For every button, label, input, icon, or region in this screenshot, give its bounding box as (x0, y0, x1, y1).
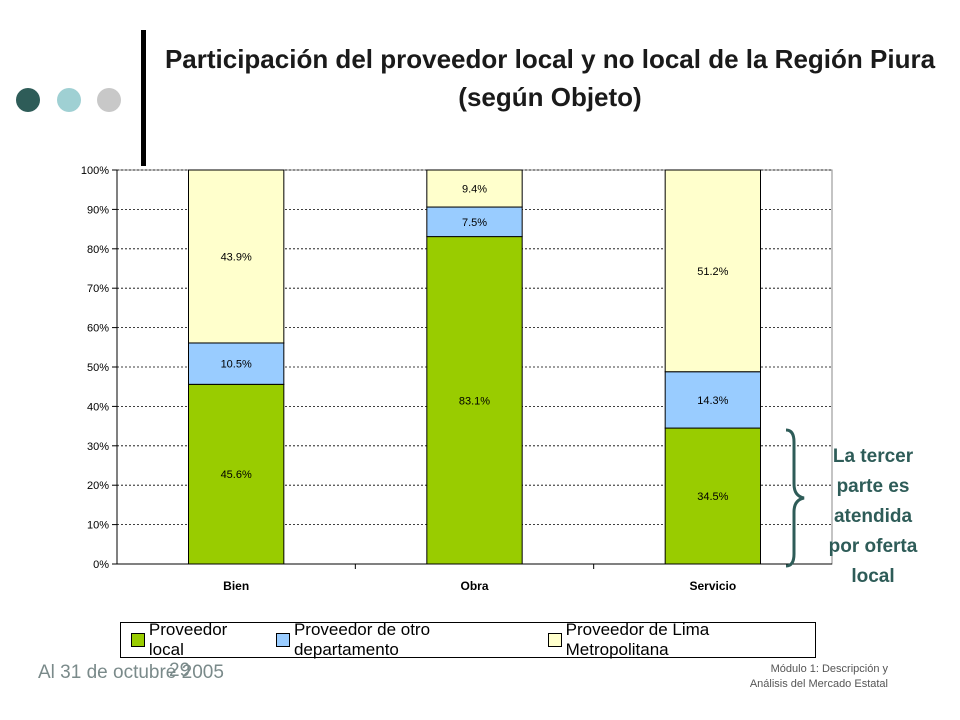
bar-segment (188, 169, 285, 344)
x-tick-label: Servicio (689, 579, 736, 593)
data-label: 34.5% (697, 491, 728, 503)
legend-swatch-local (131, 633, 145, 647)
y-tick-label: 80% (87, 244, 109, 256)
bar-segment (426, 169, 523, 208)
footer-module-line2: Análisis del Mercado Estatal (749, 678, 888, 690)
title-divider-bar (141, 30, 146, 166)
page-number: 29 (169, 660, 191, 681)
y-tick-label: 40% (87, 401, 109, 413)
x-tick-label: Bien (223, 579, 249, 593)
bar-segment (426, 236, 523, 565)
decor-dot-dark (16, 88, 40, 112)
y-tick-label: 0% (93, 559, 109, 571)
data-label: 7.5% (462, 217, 487, 229)
footer-date: Al 31 de octubre 2005 (38, 662, 224, 683)
legend-item-other-dept: Proveedor de otro departamento (276, 620, 538, 660)
y-tick-label: 90% (87, 204, 109, 216)
stacked-bar-chart: 0% 10% 20% 30% 40% 50% 60% 70% 80% 90% 100% 45.6% 10… (81, 165, 833, 593)
y-tick-label: 50% (87, 362, 109, 374)
y-tick-label: 30% (87, 441, 109, 453)
data-label: 14.3% (697, 395, 728, 407)
slide-title: Participación del proveedor local y no l… (164, 44, 936, 112)
data-label: 10.5% (221, 359, 252, 371)
data-label: 45.6% (221, 469, 252, 481)
annotation-text: La tercer parte es atendida por oferta l… (828, 446, 918, 587)
decor-dot-gray (97, 88, 121, 112)
legend-item-lima: Proveedor de Lima Metropolitana (547, 620, 815, 660)
data-label: 83.1% (459, 395, 490, 407)
legend-swatch-other-dept (276, 633, 290, 647)
legend-label-local: Proveedor local (148, 620, 228, 659)
legend-label-lima: Proveedor de Lima Metropolitana (565, 620, 710, 659)
y-tick-label: 10% (87, 520, 109, 532)
chart-legend: Proveedor local Proveedor de otro depart… (120, 620, 816, 660)
brace-icon (785, 428, 805, 568)
data-label: 9.4% (462, 184, 487, 196)
y-tick-label: 20% (87, 480, 109, 492)
bar-segment (188, 342, 285, 385)
y-tick-label: 70% (87, 283, 109, 295)
data-label: 43.9% (221, 251, 252, 263)
bar-segment (664, 169, 762, 373)
decor-dot-light (57, 88, 81, 112)
x-tick-label: Obra (460, 579, 488, 593)
bar-segment (188, 383, 285, 565)
data-label: 51.2% (697, 266, 728, 278)
y-tick-label: 60% (87, 323, 109, 335)
bar-segment (426, 206, 523, 238)
legend-label-other-dept: Proveedor de otro departamento (293, 620, 431, 659)
legend-item-local: Proveedor local (131, 620, 266, 660)
y-tick-label: 100% (81, 165, 109, 177)
bar-segment (664, 427, 762, 565)
legend-swatch-lima (547, 633, 562, 647)
footer-module-line1: Módulo 1: Descripción y (770, 663, 888, 675)
footer-module: Módulo 1: Descripción y Análisis del Mer… (688, 662, 888, 692)
